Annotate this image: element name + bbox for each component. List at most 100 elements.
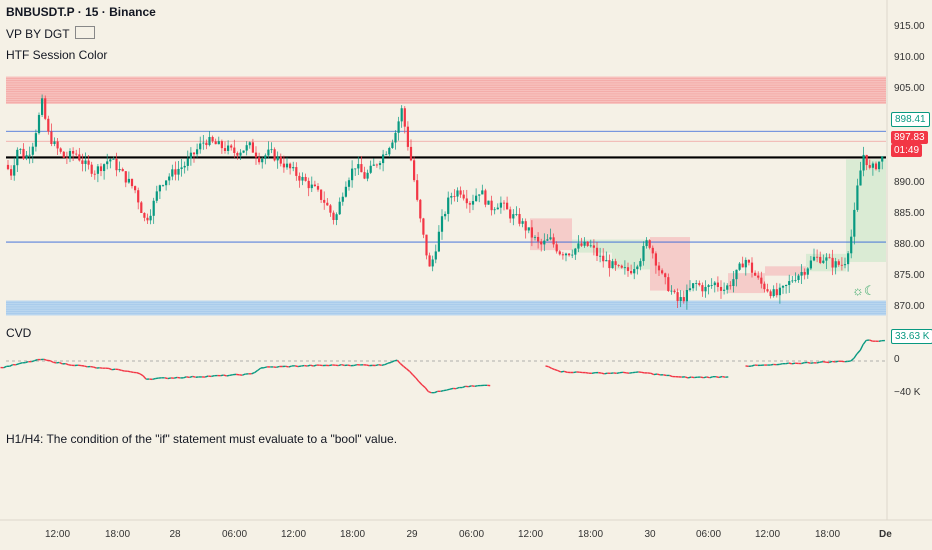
candle-body	[248, 142, 251, 146]
candle-body	[158, 185, 161, 192]
candle-body	[704, 286, 707, 292]
candle-body	[369, 165, 372, 173]
candle-body	[459, 190, 462, 195]
indicator-vp-label[interactable]: VP BY DGT	[6, 26, 95, 41]
candle-body	[530, 227, 533, 238]
cvd-bar	[440, 389, 444, 393]
cvd-bar	[801, 362, 805, 365]
cvd-bar	[9, 364, 14, 367]
cvd-bar	[183, 376, 187, 379]
candle-body	[134, 186, 137, 191]
cvd-bar	[139, 373, 144, 377]
candle-body	[196, 149, 199, 155]
price-tick-label: 875.00	[894, 269, 925, 281]
candle-body	[413, 160, 416, 181]
candle-body	[56, 141, 59, 149]
candle-body	[812, 256, 816, 261]
candle-body	[47, 118, 50, 132]
candle-body	[137, 190, 140, 203]
candle-body	[233, 147, 236, 153]
cvd-bar	[49, 360, 54, 363]
cvd-bar	[288, 365, 293, 368]
cvd-bar	[226, 374, 230, 377]
candle-body	[735, 269, 738, 280]
candle-body	[143, 212, 146, 218]
candle-body	[664, 273, 667, 278]
cvd-bar	[878, 340, 882, 343]
cvd-bar	[828, 360, 833, 364]
candle-body	[292, 167, 295, 169]
candle-body	[462, 194, 465, 199]
time-tick-label: 18:00	[105, 529, 131, 540]
resistance-zone	[6, 76, 886, 104]
price-tick-label: 885.00	[894, 207, 925, 219]
cvd-bar	[684, 376, 689, 379]
indicator-htf-label[interactable]: HTF Session Color	[6, 48, 108, 62]
candle-body	[859, 170, 862, 186]
cvd-bar	[31, 360, 35, 363]
candle-body	[524, 221, 527, 231]
cvd-bar	[328, 364, 333, 367]
cvd-bar	[835, 360, 839, 363]
candle-body	[106, 161, 109, 165]
candle-body	[673, 290, 676, 293]
cvd-bar	[853, 353, 858, 359]
candle-body	[279, 156, 282, 164]
candle-body	[109, 159, 112, 162]
candle-body	[264, 155, 267, 159]
candle-body	[270, 149, 273, 151]
candle-body	[388, 147, 391, 155]
candle-body	[202, 142, 205, 144]
candle-body	[84, 160, 87, 164]
time-tick-label: 18:00	[578, 529, 604, 540]
cvd-bar	[859, 344, 864, 351]
cvd-bar	[366, 364, 370, 367]
cvd-bar	[709, 376, 714, 379]
price-tick-label: 910.00	[894, 52, 925, 64]
candle-body	[171, 169, 174, 177]
candle-body	[211, 136, 214, 142]
candle-body	[605, 260, 608, 262]
candle-body	[592, 245, 595, 248]
cvd-bar	[25, 360, 29, 364]
candle-body	[199, 143, 202, 150]
candle-body	[316, 186, 320, 190]
cvd-bar	[304, 364, 308, 367]
candle-body	[282, 163, 285, 168]
price-tick-label: 870.00	[894, 301, 925, 312]
cvd-bar	[341, 363, 345, 367]
candle-body	[834, 261, 837, 268]
cvd-bar	[545, 365, 549, 368]
candle-body	[806, 268, 809, 275]
cvd-bar	[59, 361, 63, 365]
cvd-pane-label[interactable]: CVD	[6, 326, 32, 340]
candle-body	[682, 297, 685, 302]
cvd-bar	[93, 366, 97, 369]
cvd-bar	[84, 365, 88, 368]
cvd-bar	[263, 366, 268, 369]
cvd-bar	[254, 369, 259, 374]
candle-body	[323, 199, 326, 203]
candle-body	[757, 275, 760, 278]
candle-body	[778, 287, 781, 296]
cvd-bar	[474, 384, 478, 388]
candle-body	[99, 166, 103, 172]
support-zone	[6, 300, 886, 316]
cvd-bar	[424, 387, 429, 392]
candle-body	[713, 282, 716, 286]
candle-body	[450, 196, 453, 198]
candle-body	[236, 152, 239, 156]
candle-body	[239, 152, 242, 156]
candle-body	[707, 285, 710, 287]
candle-body	[667, 277, 670, 291]
candle-body	[878, 161, 881, 170]
candle-body	[354, 168, 357, 170]
candle-body	[509, 209, 512, 219]
candle-body	[521, 221, 524, 224]
candle-body	[378, 163, 382, 166]
candle-body	[781, 285, 785, 288]
candle-body	[822, 260, 825, 263]
candle-body	[385, 154, 388, 156]
candle-body	[440, 216, 444, 232]
